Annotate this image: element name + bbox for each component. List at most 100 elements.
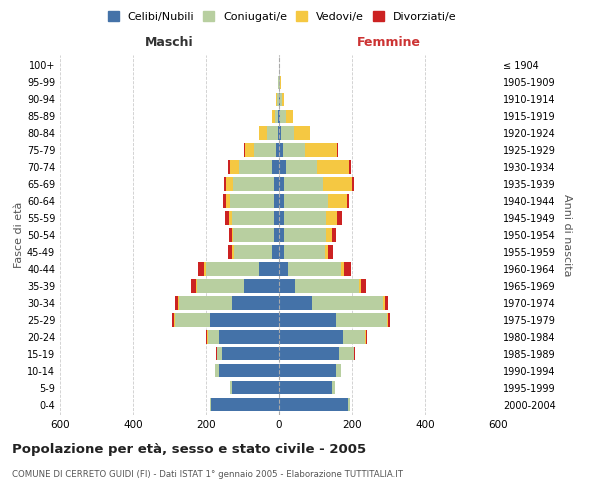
Bar — [232, 212, 274, 224]
Bar — [279, 178, 284, 190]
Bar — [274, 228, 279, 241]
Bar — [279, 280, 295, 292]
Bar — [196, 280, 197, 292]
Bar — [328, 194, 347, 207]
Bar — [244, 280, 279, 292]
Bar — [286, 110, 293, 123]
Bar — [332, 381, 335, 394]
Bar — [347, 194, 349, 207]
Bar — [219, 330, 279, 344]
Text: COMUNE DI CERRETO GUIDI (FI) - Dati ISTAT 1° gennaio 2005 - Elaborazione TUTTITA: COMUNE DI CERRETO GUIDI (FI) - Dati ISTA… — [12, 470, 403, 479]
Bar — [388, 314, 389, 326]
Bar — [335, 314, 386, 326]
Bar — [232, 228, 233, 241]
Bar — [226, 194, 230, 207]
Bar — [281, 126, 293, 140]
Bar — [219, 364, 279, 378]
Bar — [172, 314, 174, 326]
Bar — [244, 144, 245, 156]
Bar — [280, 76, 281, 89]
Text: Popolazione per età, sesso e stato civile - 2005: Popolazione per età, sesso e stato civil… — [12, 442, 366, 456]
Bar — [279, 296, 312, 310]
Bar — [344, 262, 350, 276]
Bar — [234, 246, 272, 258]
Bar — [293, 126, 310, 140]
Bar — [272, 110, 275, 123]
Bar — [361, 280, 365, 292]
Bar — [280, 92, 281, 106]
Bar — [233, 178, 274, 190]
Bar — [277, 92, 278, 106]
Bar — [175, 314, 209, 326]
Bar — [279, 92, 280, 106]
Bar — [175, 296, 178, 310]
Bar — [209, 314, 279, 326]
Bar — [204, 262, 206, 276]
Bar — [279, 110, 280, 123]
Y-axis label: Anni di nascita: Anni di nascita — [562, 194, 572, 276]
Bar — [239, 160, 272, 173]
Text: Maschi: Maschi — [145, 36, 194, 49]
Bar — [284, 212, 326, 224]
Bar — [232, 246, 234, 258]
Bar — [341, 262, 344, 276]
Bar — [278, 126, 279, 140]
Bar — [337, 212, 342, 224]
Bar — [259, 262, 279, 276]
Bar — [217, 347, 223, 360]
Bar — [286, 160, 317, 173]
Bar — [386, 314, 388, 326]
Bar — [197, 280, 244, 292]
Bar — [312, 296, 383, 310]
Bar — [349, 398, 350, 411]
Bar — [284, 246, 325, 258]
Bar — [339, 347, 354, 360]
Bar — [228, 160, 230, 173]
Bar — [279, 364, 335, 378]
Bar — [279, 381, 332, 394]
Bar — [223, 347, 279, 360]
Bar — [335, 364, 341, 378]
Bar — [279, 194, 284, 207]
Bar — [326, 212, 337, 224]
Bar — [343, 330, 365, 344]
Bar — [279, 246, 284, 258]
Bar — [230, 160, 239, 173]
Bar — [197, 262, 204, 276]
Bar — [209, 398, 211, 411]
Bar — [280, 110, 286, 123]
Bar — [279, 330, 343, 344]
Bar — [325, 246, 328, 258]
Bar — [279, 398, 349, 411]
Bar — [224, 178, 226, 190]
Bar — [266, 126, 278, 140]
Bar — [283, 144, 305, 156]
Bar — [232, 296, 279, 310]
Bar — [332, 228, 337, 241]
Bar — [232, 381, 279, 394]
Bar — [383, 296, 385, 310]
Bar — [274, 212, 279, 224]
Bar — [279, 126, 281, 140]
Bar — [279, 160, 286, 173]
Bar — [276, 144, 279, 156]
Bar — [206, 262, 259, 276]
Bar — [179, 296, 232, 310]
Bar — [352, 178, 354, 190]
Bar — [272, 246, 279, 258]
Bar — [229, 212, 232, 224]
Bar — [230, 194, 274, 207]
Bar — [279, 262, 288, 276]
Bar — [279, 76, 280, 89]
Bar — [328, 246, 332, 258]
Bar — [275, 110, 278, 123]
Bar — [215, 364, 219, 378]
Bar — [279, 347, 339, 360]
Bar — [278, 76, 279, 89]
Bar — [295, 280, 359, 292]
Bar — [178, 296, 179, 310]
Bar — [259, 126, 266, 140]
Bar — [284, 194, 328, 207]
Bar — [317, 160, 349, 173]
Bar — [279, 314, 335, 326]
